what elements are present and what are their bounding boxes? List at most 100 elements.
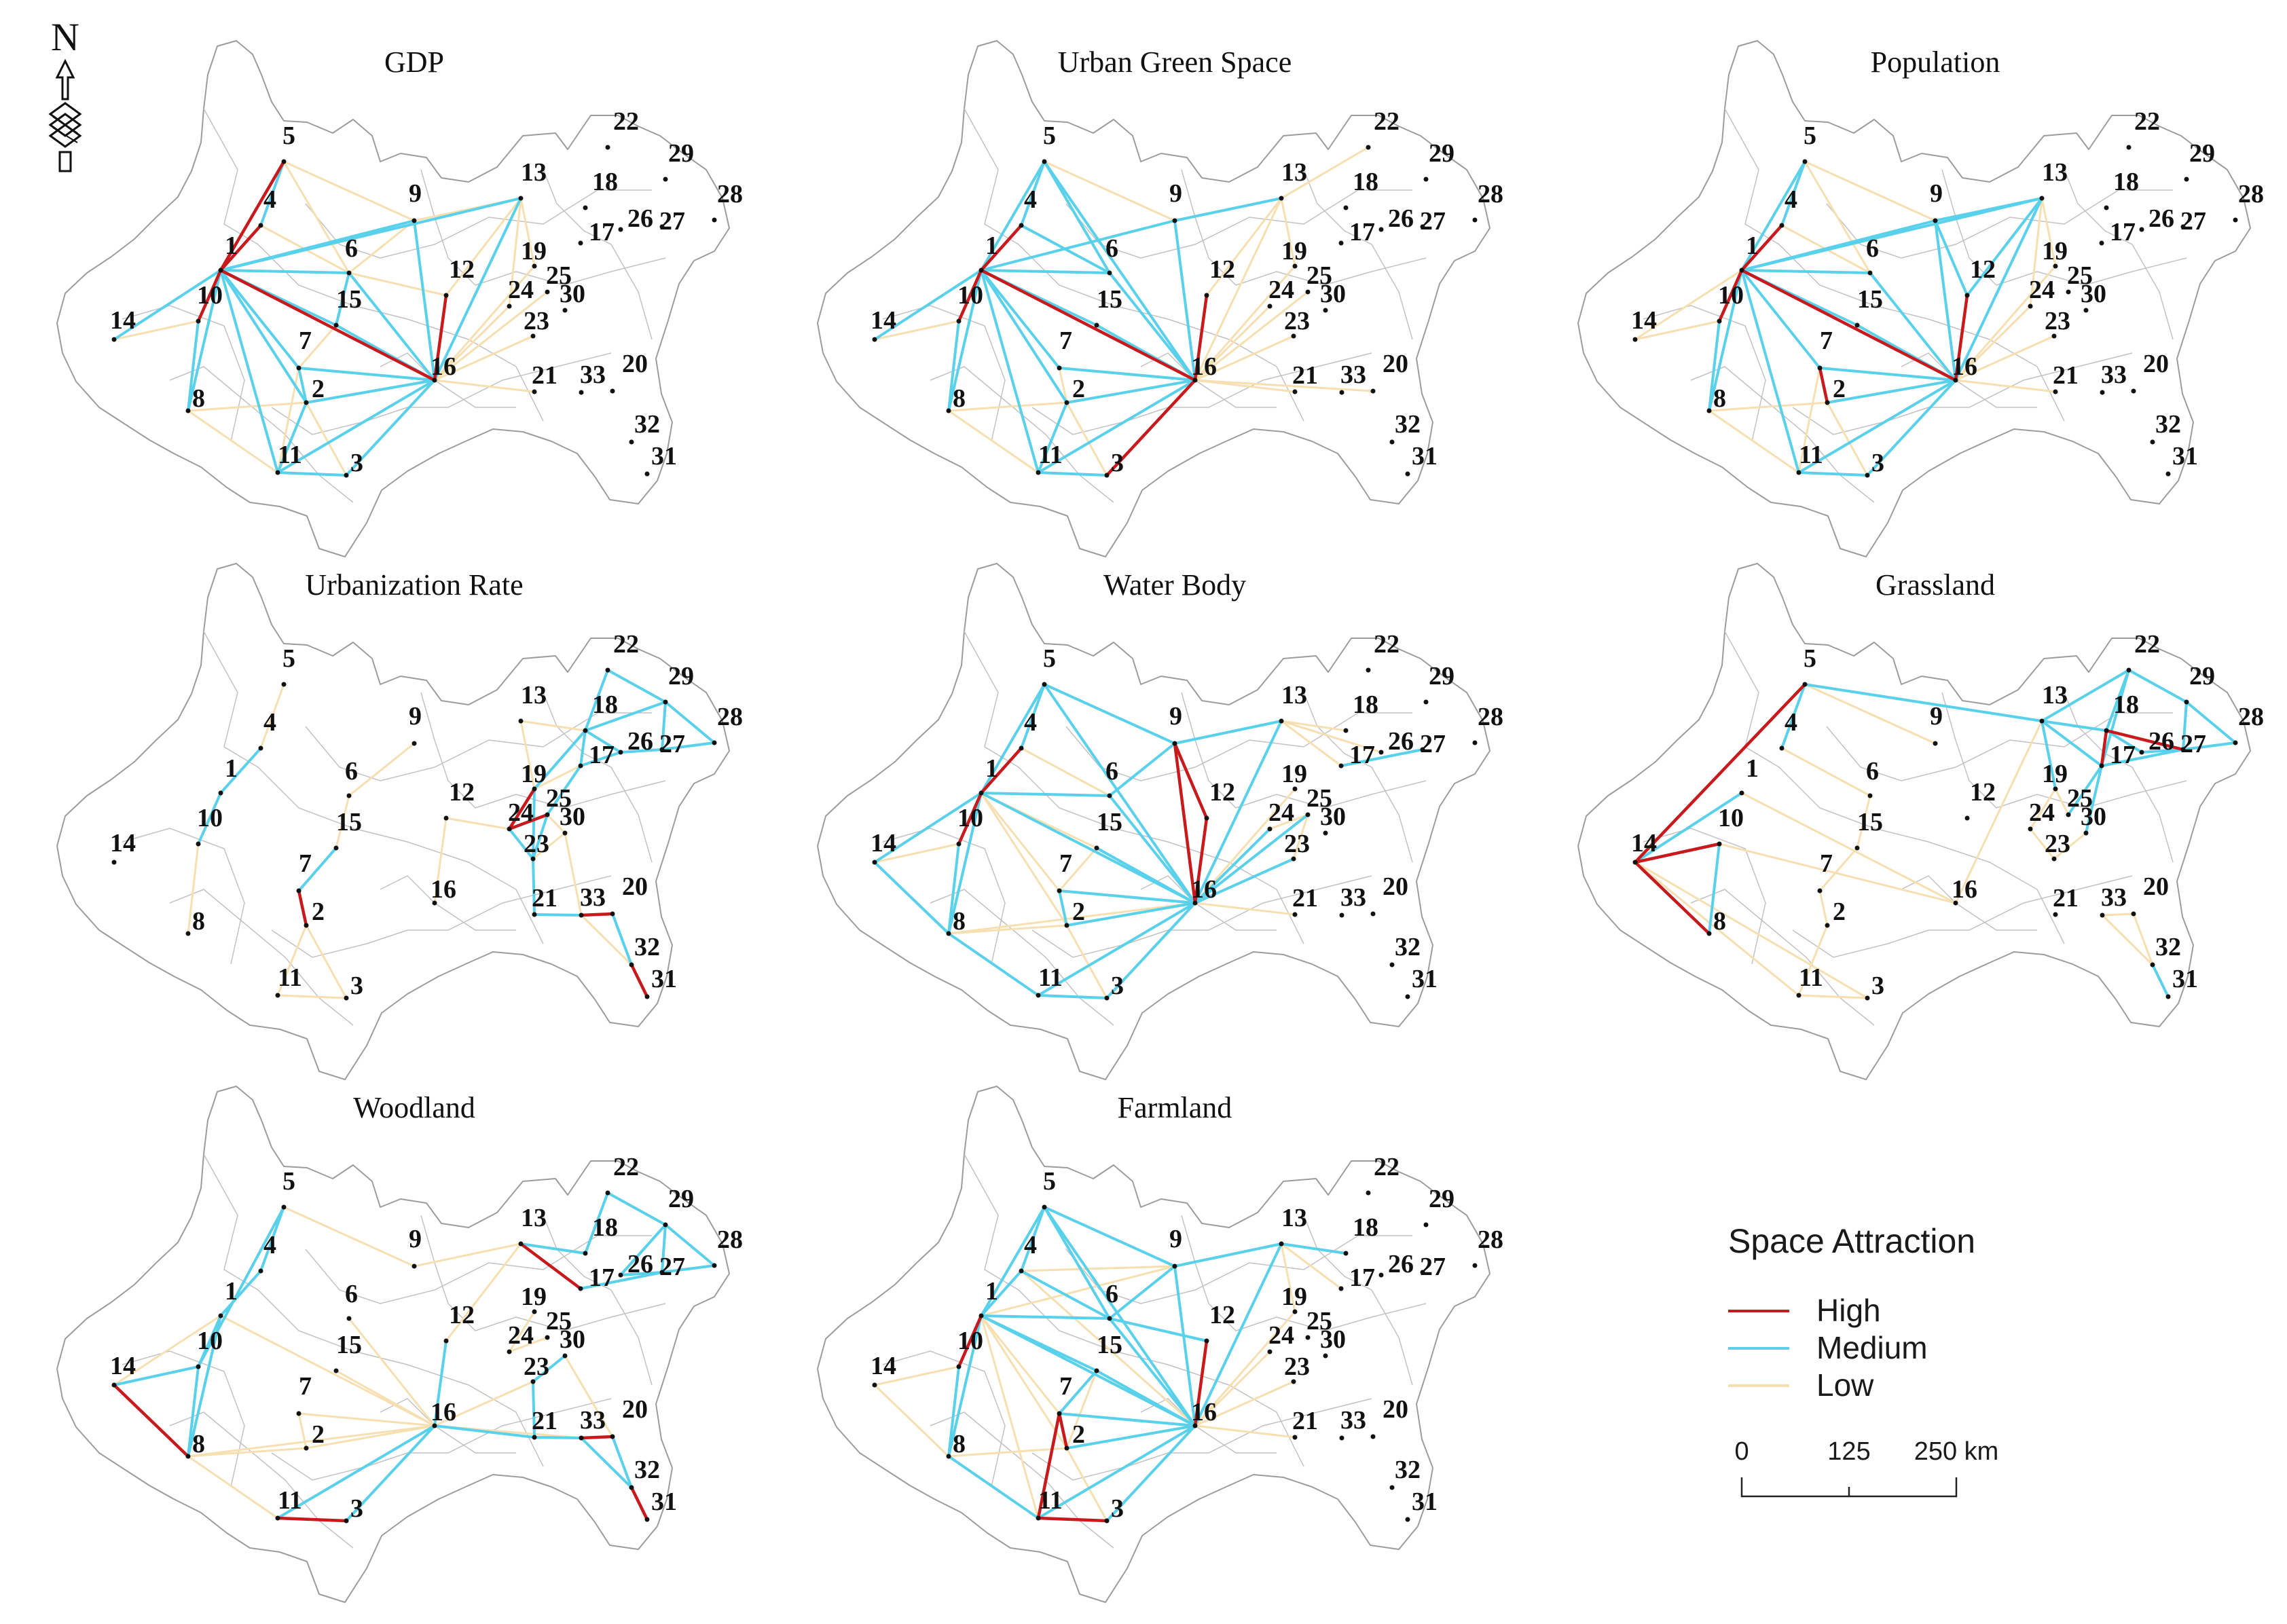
link-medium-16-11 — [276, 379, 436, 474]
node-point — [1267, 303, 1273, 309]
county-border — [2064, 169, 2174, 340]
node-point — [872, 337, 877, 342]
node-label: 8 — [953, 907, 966, 936]
link-medium-25-23 — [532, 813, 549, 860]
node-label: 2 — [312, 375, 325, 403]
node-label: 15 — [1857, 808, 1883, 836]
link-low-6-16 — [348, 1317, 436, 1427]
node-label: 17 — [589, 218, 615, 246]
node-label: 11 — [1038, 441, 1063, 469]
link-low-8-11 — [1708, 409, 1800, 474]
link-medium-18-26 — [2105, 729, 2143, 754]
node-point — [218, 267, 223, 273]
node-point — [2184, 699, 2189, 705]
link-low-16-23 — [1954, 335, 2055, 382]
node-point — [1064, 400, 1069, 405]
node-label: 3 — [350, 449, 363, 477]
node-label: 13 — [521, 1204, 547, 1232]
node-label: 30 — [560, 280, 585, 308]
node-point — [1378, 750, 1384, 755]
node-point — [1867, 270, 1873, 276]
node-point — [545, 289, 550, 295]
county-border — [1792, 352, 2133, 435]
node-label: 16 — [1952, 875, 1977, 904]
node-label: 4 — [1785, 185, 1797, 214]
link-low-8-11 — [947, 409, 1040, 474]
node-label: 15 — [1097, 1331, 1122, 1359]
node-point — [1042, 1204, 1047, 1210]
node-point — [1204, 815, 1209, 821]
node-point — [1964, 293, 1970, 298]
node-point — [1172, 741, 1177, 746]
county-border — [1065, 189, 1412, 259]
link-medium-16-11 — [276, 1424, 436, 1519]
link-medium-6-12 — [1108, 1317, 1208, 1342]
link-medium-10-8 — [1708, 843, 1721, 935]
node-point — [1094, 845, 1099, 851]
map-title: Woodland — [353, 1091, 475, 1124]
node-point — [1378, 227, 1384, 232]
link-medium-21-33 — [533, 1436, 583, 1439]
node-label: 31 — [2172, 442, 2198, 470]
node-point — [1739, 267, 1744, 273]
link-medium-22-18 — [584, 1192, 609, 1255]
node-point — [1042, 682, 1047, 687]
link-medium-6-16 — [1869, 272, 1957, 382]
county-border — [1724, 631, 2065, 944]
link-medium-15-16 — [1095, 847, 1196, 904]
node-label: 26 — [2148, 204, 2174, 233]
node-point — [518, 1241, 524, 1247]
node-label: 21 — [2053, 361, 2079, 390]
node-point — [1204, 1338, 1209, 1344]
link-low-10-8 — [187, 843, 200, 935]
node-point — [1036, 1515, 1041, 1521]
link-low-1-7 — [980, 1314, 1061, 1415]
map-title: GDP — [384, 45, 444, 79]
node-point — [1802, 159, 1808, 164]
node-point — [1420, 224, 1425, 229]
link-medium-9-13 — [1934, 197, 2043, 222]
link-low-1-14 — [1634, 269, 1743, 341]
link-low-7-2 — [1058, 367, 1068, 404]
node-point — [1953, 900, 1958, 906]
node-point — [346, 270, 352, 276]
node-label: 6 — [1105, 1280, 1118, 1308]
node-label: 1 — [1746, 754, 1759, 783]
link-low-33-32 — [580, 914, 633, 966]
node-label: 8 — [192, 384, 205, 413]
link-medium-1-8 — [1708, 269, 1743, 412]
node-point — [2053, 263, 2058, 269]
link-medium-1-8 — [187, 269, 222, 412]
link-medium-9-13 — [1173, 197, 1283, 222]
node-label: 17 — [2110, 741, 2136, 769]
node-label: 27 — [2180, 207, 2206, 236]
link-low-15-7 — [297, 324, 337, 369]
link-medium-5-10 — [197, 1206, 285, 1368]
link-high-19-24 — [507, 787, 536, 831]
link-medium-22-29 — [606, 669, 667, 703]
link-low-8-16 — [947, 902, 1196, 935]
link-high-18-27 — [2104, 728, 2185, 752]
county-border — [1941, 692, 2187, 809]
link-low-5-9 — [1043, 160, 1176, 222]
link-medium-22-29 — [606, 1192, 667, 1226]
link-medium-5-9 — [1043, 1206, 1176, 1268]
node-point — [644, 471, 650, 477]
node-label: 24 — [1268, 276, 1294, 304]
node-point — [507, 303, 512, 309]
node-label: 23 — [1284, 830, 1310, 858]
node-label: 10 — [957, 804, 983, 832]
link-low-30-33 — [564, 832, 583, 917]
node-label: 7 — [1059, 849, 1072, 878]
node-point — [532, 912, 537, 917]
link-medium-13-18 — [2041, 720, 2108, 732]
node-point — [663, 177, 668, 182]
node-point — [443, 815, 449, 821]
node-point — [1339, 390, 1344, 395]
link-medium-7-2 — [297, 367, 308, 404]
link-low-19-24 — [508, 1310, 536, 1353]
county-border — [543, 169, 653, 340]
link-low-8-2 — [947, 401, 1068, 412]
node-point — [1865, 473, 1870, 478]
node-label: 24 — [508, 276, 534, 304]
